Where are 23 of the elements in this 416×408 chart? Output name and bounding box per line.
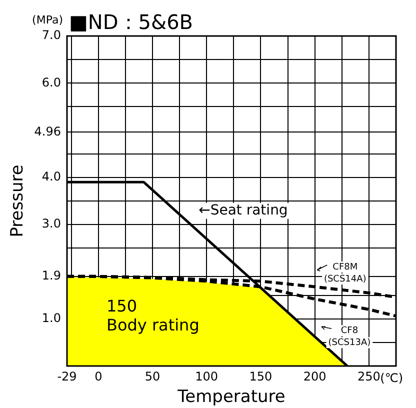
annotation: CF8M (SCS14A) <box>324 262 366 284</box>
y-tick-label: 4.96 <box>34 124 61 138</box>
x-tick-label: 200 <box>303 369 326 384</box>
y-axis-title: Pressure <box>8 164 28 238</box>
y-tick-label: 6.0 <box>42 75 61 90</box>
y-tick-label: 3.0 <box>42 216 61 231</box>
x-tick-label: 150 <box>249 369 272 384</box>
chart-title: ■ND：5&6B <box>69 10 194 34</box>
y-tick-label: 1.0 <box>42 310 61 325</box>
y-tick-label: 7.0 <box>42 28 61 42</box>
annotation: 150 Body rating <box>106 296 200 335</box>
y-tick-label: 1.9 <box>42 268 61 283</box>
x-tick-label: 0 <box>94 369 102 384</box>
text: (℃) <box>380 371 403 386</box>
x-tick-label: 50 <box>144 369 160 384</box>
y-tick-label: 4.0 <box>42 170 61 184</box>
annotation: ←Seat rating <box>198 202 288 219</box>
x-tick-label: 250 <box>357 369 380 384</box>
x-tick-label: -29 <box>57 369 77 384</box>
x-tick-label: 100 <box>195 369 218 384</box>
text: (MPa) <box>32 13 63 26</box>
x-axis-title: Temperature <box>176 387 286 408</box>
annotation: CF8 (SCS13A) <box>328 326 371 348</box>
